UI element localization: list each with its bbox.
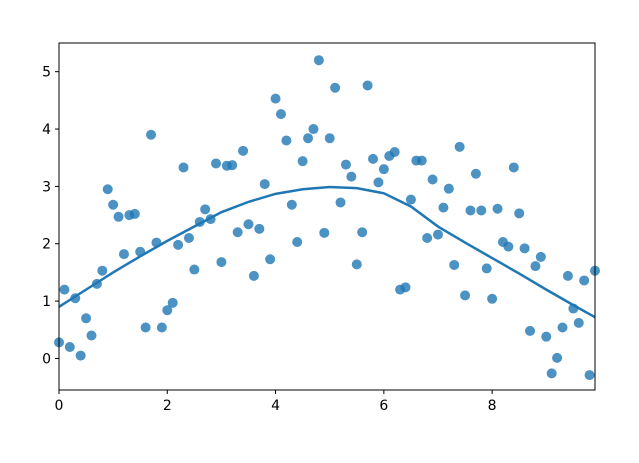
point [573,317,584,328]
y-tick-label: 1 [42,294,51,310]
point [368,153,379,164]
point [492,203,503,214]
point [443,183,454,194]
point [173,239,184,250]
point [454,141,465,152]
point [270,93,281,104]
x-tick-label: 2 [163,398,172,414]
point [449,259,460,270]
point [351,259,362,270]
point [238,145,249,156]
point [64,341,75,352]
point [460,290,471,301]
point [324,133,335,144]
point [373,177,384,188]
y-tick-label: 0 [42,351,51,367]
y-tick-label: 3 [42,179,51,195]
plot-frame [58,42,596,391]
point [438,202,449,213]
point [579,275,590,286]
point [286,199,297,210]
point [508,162,519,173]
point [97,265,108,276]
y-tick-label: 5 [42,65,51,81]
point [525,325,536,336]
y-tick-label: 2 [42,237,51,253]
point [470,168,481,179]
point [487,293,498,304]
point [308,124,319,135]
point [432,229,443,240]
point [389,146,400,157]
point [259,179,270,190]
point [422,233,433,244]
x-tick-label: 6 [379,398,388,414]
point [254,223,265,234]
point [156,322,167,333]
point [200,204,211,215]
point [465,205,476,216]
point [476,205,487,216]
point [357,227,368,238]
point [503,241,514,252]
point [541,331,552,342]
point [75,350,86,361]
point [265,254,276,265]
x-tick-label: 8 [488,398,497,414]
point [146,129,157,140]
y-tick-label: 4 [42,122,51,138]
point [118,249,129,260]
point [400,282,411,293]
point [346,171,357,182]
point [281,135,292,146]
point [243,219,254,230]
point [216,257,227,268]
point [313,55,324,66]
point [113,211,124,222]
point [183,233,194,244]
point [102,184,113,195]
point [129,208,140,219]
point [416,155,427,166]
point [167,297,178,308]
point [530,261,541,272]
point [189,264,200,275]
point [405,194,416,205]
point [535,251,546,262]
point [232,227,243,238]
point [546,368,557,379]
fit-line [58,185,596,319]
point [86,330,97,341]
point [378,164,389,175]
point [108,199,119,210]
x-tick-label: 0 [55,398,64,414]
point [514,208,525,219]
point [178,162,189,173]
point [584,370,595,381]
point [557,322,568,333]
point [275,109,286,120]
point [362,80,373,91]
point [227,160,238,171]
point [562,270,573,281]
point [330,82,341,93]
point [481,263,492,274]
point [162,305,173,316]
point [519,243,530,254]
point [292,237,303,248]
point [211,158,222,169]
point [319,227,330,238]
point [427,174,438,185]
point [140,322,151,333]
point [81,313,92,324]
point [340,159,351,170]
point [552,352,563,363]
point [335,197,346,208]
point [248,270,259,281]
point [297,156,308,167]
point [303,133,314,144]
x-tick-label: 4 [271,398,280,414]
point [59,284,70,295]
